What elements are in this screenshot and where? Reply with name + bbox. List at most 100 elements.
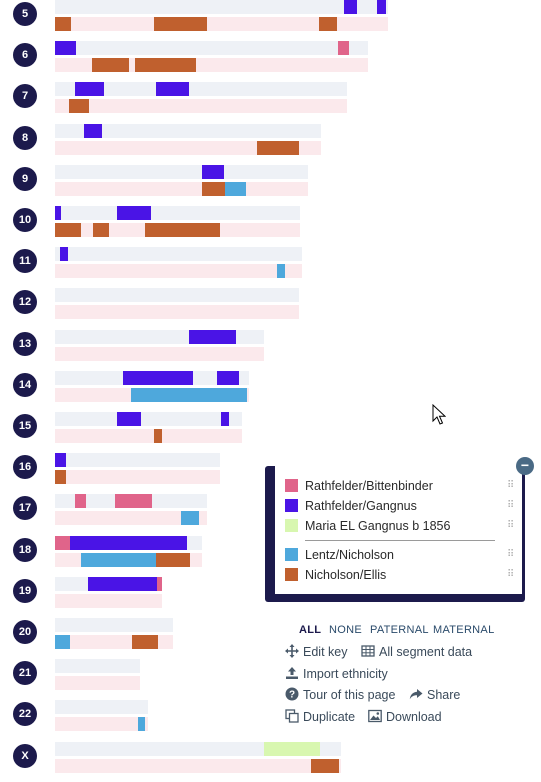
- segment[interactable]: [55, 635, 70, 649]
- maternal-track[interactable]: [55, 594, 162, 608]
- segment[interactable]: [55, 41, 76, 55]
- tour-button[interactable]: ? Tour of this page: [285, 686, 395, 704]
- maternal-track[interactable]: [55, 99, 347, 113]
- segment[interactable]: [125, 553, 156, 567]
- segment[interactable]: [344, 0, 357, 14]
- paternal-track[interactable]: [55, 742, 341, 756]
- segment[interactable]: [117, 206, 151, 220]
- filter-paternal[interactable]: PATERNAL: [370, 624, 429, 636]
- paternal-track[interactable]: [55, 124, 321, 138]
- filter-none[interactable]: NONE: [329, 624, 362, 636]
- segment[interactable]: [115, 494, 152, 508]
- segment[interactable]: [93, 223, 109, 237]
- maternal-track[interactable]: [55, 347, 264, 361]
- duplicate-button[interactable]: Duplicate: [285, 708, 355, 726]
- paternal-track[interactable]: [55, 41, 368, 55]
- maternal-track[interactable]: [55, 141, 321, 155]
- drag-handle-icon[interactable]: ⠿: [507, 500, 514, 511]
- segment[interactable]: [84, 124, 102, 138]
- segment[interactable]: [154, 17, 197, 31]
- legend-collapse-button[interactable]: −: [516, 457, 534, 475]
- segment[interactable]: [55, 17, 71, 31]
- segment[interactable]: [202, 165, 224, 179]
- paternal-track[interactable]: [55, 330, 264, 344]
- maternal-track[interactable]: [55, 17, 388, 31]
- segment[interactable]: [55, 223, 81, 237]
- paternal-track[interactable]: [55, 412, 242, 426]
- segment[interactable]: [264, 742, 320, 756]
- segment[interactable]: [221, 412, 229, 426]
- segment[interactable]: [197, 17, 207, 31]
- download-button[interactable]: Download: [368, 708, 442, 726]
- segment[interactable]: [55, 206, 61, 220]
- paternal-track[interactable]: [55, 247, 302, 261]
- maternal-track[interactable]: [55, 223, 300, 237]
- segment[interactable]: [60, 247, 68, 261]
- segment[interactable]: [157, 577, 162, 591]
- maternal-track[interactable]: [55, 182, 308, 196]
- legend-item[interactable]: Rathfelder/Bittenbinder ⠿: [285, 476, 515, 496]
- maternal-track[interactable]: [55, 429, 242, 443]
- drag-handle-icon[interactable]: ⠿: [507, 549, 514, 560]
- import-ethnicity-button[interactable]: Import ethnicity: [285, 665, 388, 683]
- segment[interactable]: [138, 717, 145, 731]
- maternal-track[interactable]: [55, 264, 302, 278]
- paternal-track[interactable]: [55, 536, 202, 550]
- share-button[interactable]: Share: [409, 686, 460, 704]
- segment[interactable]: [156, 553, 190, 567]
- segment[interactable]: [277, 264, 285, 278]
- paternal-track[interactable]: [55, 577, 162, 591]
- maternal-track[interactable]: [55, 759, 341, 773]
- maternal-track[interactable]: [55, 470, 220, 484]
- segment[interactable]: [189, 330, 236, 344]
- segment[interactable]: [75, 82, 104, 96]
- segment[interactable]: [123, 371, 175, 385]
- maternal-track[interactable]: [55, 717, 148, 731]
- paternal-track[interactable]: [55, 659, 140, 673]
- segment[interactable]: [159, 536, 187, 550]
- segment[interactable]: [55, 453, 66, 467]
- drag-handle-icon[interactable]: ⠿: [507, 480, 514, 491]
- segment[interactable]: [311, 759, 339, 773]
- maternal-track[interactable]: [55, 511, 207, 525]
- segment[interactable]: [81, 553, 125, 567]
- segment[interactable]: [88, 577, 157, 591]
- segment[interactable]: [181, 511, 199, 525]
- segment[interactable]: [217, 371, 239, 385]
- segment[interactable]: [70, 536, 159, 550]
- segment[interactable]: [175, 371, 193, 385]
- paternal-track[interactable]: [55, 82, 347, 96]
- segment[interactable]: [154, 429, 162, 443]
- paternal-track[interactable]: [55, 206, 300, 220]
- maternal-track[interactable]: [55, 58, 368, 72]
- paternal-track[interactable]: [55, 165, 308, 179]
- paternal-track[interactable]: [55, 371, 249, 385]
- edit-key-button[interactable]: Edit key: [285, 643, 347, 661]
- segment[interactable]: [319, 17, 337, 31]
- maternal-track[interactable]: [55, 676, 140, 690]
- maternal-track[interactable]: [55, 553, 202, 567]
- maternal-track[interactable]: [55, 635, 173, 649]
- paternal-track[interactable]: [55, 700, 148, 714]
- maternal-track[interactable]: [55, 305, 299, 319]
- paternal-track[interactable]: [55, 494, 207, 508]
- paternal-track[interactable]: [55, 288, 299, 302]
- maternal-track[interactable]: [55, 388, 249, 402]
- legend-item[interactable]: Maria EL Gangnus b 1856 ⠿: [285, 516, 515, 536]
- drag-handle-icon[interactable]: ⠿: [507, 569, 514, 580]
- paternal-track[interactable]: [55, 618, 173, 632]
- segment[interactable]: [202, 182, 225, 196]
- filter-all[interactable]: ALL: [299, 624, 322, 636]
- paternal-track[interactable]: [55, 453, 220, 467]
- segment[interactable]: [131, 388, 247, 402]
- segment[interactable]: [135, 58, 196, 72]
- segment[interactable]: [225, 182, 246, 196]
- segment[interactable]: [132, 635, 158, 649]
- drag-handle-icon[interactable]: ⠿: [507, 520, 514, 531]
- all-segment-data-button[interactable]: All segment data: [361, 643, 472, 661]
- filter-maternal[interactable]: MATERNAL: [433, 624, 495, 636]
- segment[interactable]: [338, 41, 349, 55]
- segment[interactable]: [377, 0, 386, 14]
- segment[interactable]: [55, 470, 66, 484]
- legend-item[interactable]: Nicholson/Ellis ⠿: [285, 565, 515, 585]
